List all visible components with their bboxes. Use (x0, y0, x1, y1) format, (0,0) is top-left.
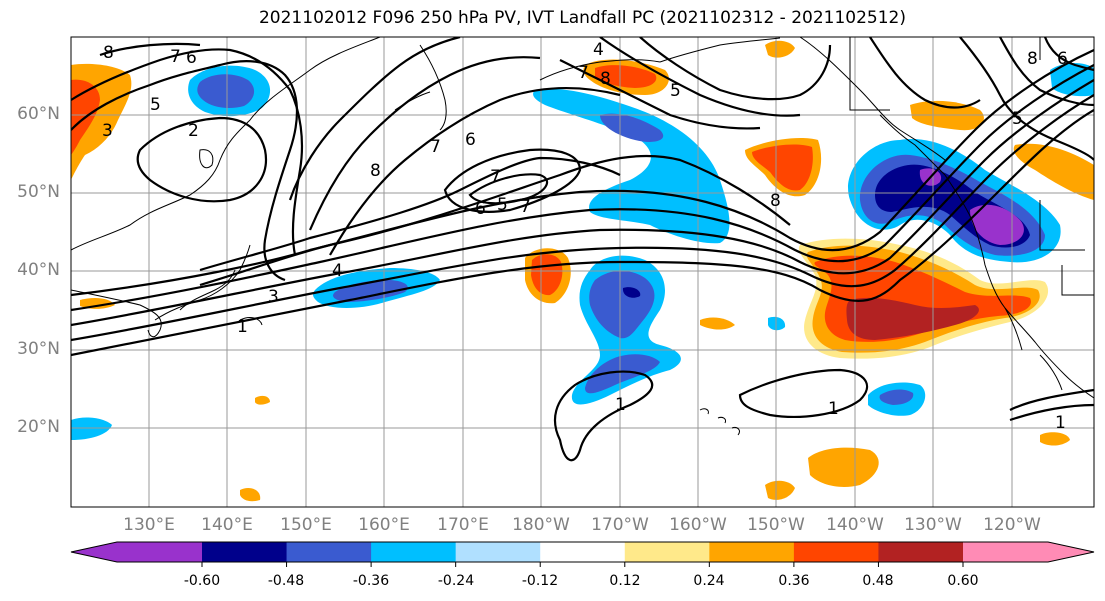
ivt-anom-negative-npac-north-core (600, 113, 664, 142)
pv-contour-label: 5 (670, 81, 681, 101)
lon-label: 170°W (591, 515, 649, 535)
lat-label: 20°N (17, 417, 60, 437)
ivt-anom-negative-central-core (585, 270, 660, 394)
lon-label: 150°W (747, 515, 805, 535)
lat-label: 50°N (17, 182, 60, 202)
ivt-anom-positive-hawaii-south (808, 447, 879, 487)
pv-contour-label: 5 (1012, 109, 1023, 129)
pv-contour-label: 6 (475, 199, 486, 219)
lat-label: 40°N (17, 260, 60, 280)
pv-contour-label: 7 (430, 137, 441, 157)
pv-contour-label: 4 (593, 40, 604, 60)
pv-contour-label: 1 (237, 317, 248, 337)
pv-contour-label: 6 (465, 130, 476, 150)
colorbar-tick-label: -0.48 (267, 573, 305, 589)
ivt-anom-negative-central-min (622, 287, 641, 298)
lon-label: 170°E (437, 515, 489, 535)
ivt-anom-positive-small-7 (255, 395, 270, 405)
lon-label: 140°W (826, 515, 884, 535)
pv-contour-label: 8 (770, 191, 781, 211)
colorbar-tick-label: 0.12 (609, 573, 641, 589)
pv-contour-label: 3 (102, 121, 113, 141)
pv-contour-label: 2 (188, 121, 199, 141)
lon-label: 160°W (669, 515, 727, 535)
colorbar-outline (70, 541, 1095, 563)
colorbar-tick-label: -0.24 (437, 573, 475, 589)
colorbar-tick-label: 0.36 (778, 573, 810, 589)
ivt-anom-positive-small-3 (765, 480, 795, 500)
pv-contour-label: 8 (103, 43, 114, 63)
pv-contour-label: 7 (578, 63, 589, 83)
ivt-anom-positive-bering-core (595, 65, 657, 88)
pv-contour-label: 6 (1057, 49, 1068, 69)
ivt-anom-negative-subtropic-core (879, 389, 914, 405)
lon-label: 130°E (123, 515, 175, 535)
pv-contour-label: 6 (186, 48, 197, 68)
colorbar-swatch (878, 542, 964, 562)
colorbar-tick-label: -0.60 (183, 573, 221, 589)
ivt-anom-positive-small-4 (1040, 432, 1070, 446)
colorbar-tick-label: 0.48 (862, 573, 894, 589)
pv-contour-labels: 8 7 6 5 3 2 8 7 6 7 6 5 7 4 3 1 4 7 8 5 … (102, 40, 1068, 433)
lon-label: 180°W (512, 515, 570, 535)
pv-contour-label: 1 (1055, 413, 1066, 433)
lon-label: 150°E (280, 515, 332, 535)
pv-contour-label: 5 (150, 95, 161, 115)
colorbar-tick-label: 0.60 (947, 573, 979, 589)
ivt-anom-negative-sw-corner (71, 417, 112, 440)
colorbar-swatch (202, 542, 288, 562)
ivt-anom-positive-gulf-alaska-core (752, 144, 813, 191)
ivt-anom-positive-small-2 (700, 317, 735, 330)
colorbar-ticks (201, 562, 964, 567)
ivt-anom-positive-small-1 (765, 40, 795, 58)
colorbar-swatch (624, 542, 710, 562)
lat-label: 30°N (17, 339, 60, 359)
pv-contour-label: 4 (332, 261, 343, 281)
pv-contour-label: 7 (490, 167, 501, 187)
colorbar-tick-label: -0.12 (521, 573, 559, 589)
colorbar-swatch (709, 542, 795, 562)
pv-contour-label: 3 (268, 287, 279, 307)
lon-label: 160°E (358, 515, 410, 535)
colorbar-swatch (793, 542, 879, 562)
pv-contours (71, 37, 1094, 462)
colorbar-swatch (286, 542, 372, 562)
map-title: 2021102012 F096 250 hPa PV, IVT Landfall… (258, 8, 906, 28)
ivt-anom-negative-small (768, 316, 786, 331)
ivt-anom-negative-alaska-min (919, 168, 1024, 245)
pv-contour-label: 8 (370, 161, 381, 181)
pv-contour-label: 1 (828, 399, 839, 419)
pv-contour-label: 7 (170, 47, 181, 67)
lat-label: 60°N (17, 104, 60, 124)
pv-contour-label: 1 (615, 395, 626, 415)
map-frame (70, 36, 1095, 508)
pv-contour-label: 8 (1027, 49, 1038, 69)
ivt-anom-positive-canada (910, 100, 984, 131)
ivt-anom-positive-small-6 (240, 488, 261, 502)
lon-label: 140°E (201, 515, 253, 535)
ivt-shading (71, 40, 1094, 502)
colorbar-tick-label: 0.24 (693, 573, 725, 589)
pv-contour-label: 8 (600, 69, 611, 89)
colorbar-extend-max (963, 542, 1094, 562)
lon-label: 120°W (983, 515, 1041, 535)
ivt-anom-negative-kamchatka-core (197, 74, 255, 108)
colorbar-extend-min (71, 542, 202, 562)
pv-contour-label: 7 (520, 197, 531, 217)
colorbar-tick-label: -0.36 (352, 573, 390, 589)
colorbar-swatches (70, 541, 1095, 563)
pv-contour-label: 5 (497, 195, 508, 215)
ivt-anom-positive-subtropic-plume-max (846, 297, 979, 340)
colorbar-swatch (455, 542, 541, 562)
colorbar-swatch (371, 542, 457, 562)
colorbar-swatch (540, 542, 626, 562)
ivt-anom-negative-npac-north (533, 88, 730, 244)
lon-label: 130°W (904, 515, 962, 535)
